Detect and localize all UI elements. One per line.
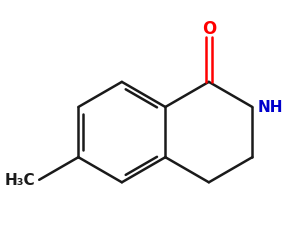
Text: O: O [202, 20, 216, 38]
Text: H₃C: H₃C [5, 173, 35, 187]
Text: NH: NH [257, 100, 283, 115]
